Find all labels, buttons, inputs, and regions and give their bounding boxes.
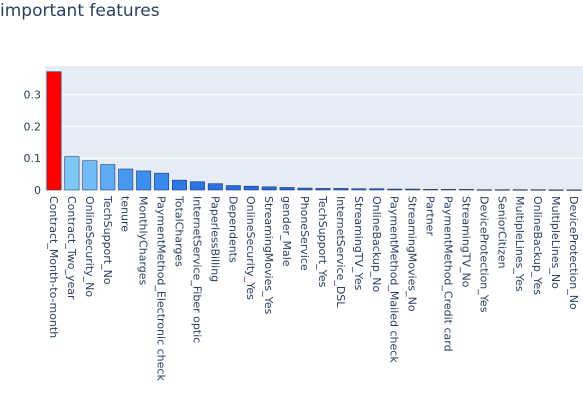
x-tick-label: TechSupport_Yes <box>316 195 329 288</box>
bar <box>46 71 62 191</box>
x-tick-label: tenure <box>119 196 132 232</box>
x-tick-label: DeviceProtection_No <box>567 196 580 310</box>
x-tick-label: MultipleLines_Yes <box>513 196 526 292</box>
x-tick-label: InternetService_Fiber optic <box>190 196 203 343</box>
bar <box>530 189 546 191</box>
bar <box>423 189 439 191</box>
bar <box>512 189 528 191</box>
bar <box>118 168 134 191</box>
y-tick-label: 0.2 <box>24 120 42 133</box>
bar <box>243 185 259 191</box>
x-tick-label: TotalCharges <box>173 195 186 267</box>
x-tick-label: StreamingMovies_No <box>406 196 419 312</box>
x-tick-label: PaymentMethod_Credit card <box>442 196 455 352</box>
x-tick-label: StreamingTV_No <box>459 196 472 288</box>
y-tick-label: 0.1 <box>24 152 42 165</box>
x-tick-label: OnlineSecurity_Yes <box>244 196 257 300</box>
bars <box>46 71 582 191</box>
chart-title: important features <box>0 1 160 21</box>
bar <box>172 179 187 191</box>
x-axis: Contract_Month-to-month Contract_Two_year… <box>47 195 580 381</box>
y-tick-label: 0.3 <box>24 89 42 102</box>
x-tick-label: OnlineBackup_Yes <box>531 196 544 295</box>
x-tick-label: MonthlyCharges <box>137 196 150 286</box>
bar <box>333 188 349 191</box>
bar <box>441 189 456 191</box>
x-tick-label: PaperlessBilling <box>208 196 221 282</box>
x-tick-label: StreamingTV_Yes <box>352 196 365 291</box>
bar <box>548 189 564 191</box>
x-tick-label: PhoneService <box>298 196 311 271</box>
x-tick-label: Partner <box>424 196 437 236</box>
bar <box>566 189 582 191</box>
x-tick-label: OnlineBackup_No <box>370 196 383 293</box>
gridlines <box>45 94 583 159</box>
bar <box>100 164 116 191</box>
x-tick-label: PaymentMethod_Electronic check <box>155 196 168 381</box>
bar <box>297 187 313 191</box>
x-tick-label: TechSupport_No <box>101 195 114 285</box>
x-tick-label: PaymentMethod_Mailed check <box>388 196 401 363</box>
bar <box>405 188 421 191</box>
bar <box>369 188 385 191</box>
bar <box>207 183 223 191</box>
x-tick-label: MultipleLines_No <box>549 196 562 289</box>
bar <box>154 172 170 191</box>
bar <box>225 185 241 191</box>
bar <box>476 189 492 191</box>
x-tick-label: InternetService_DSL <box>334 196 347 308</box>
y-tick-label: 0 <box>34 184 41 197</box>
plot-area <box>45 66 583 190</box>
bar <box>189 181 205 191</box>
bar <box>64 156 80 191</box>
x-tick-label: OnlineSecurity_No <box>83 196 96 297</box>
bar <box>136 170 152 191</box>
x-tick-label: DeviceProtection_Yes <box>477 196 490 313</box>
bar <box>387 188 403 191</box>
x-tick-label: Dependents <box>226 196 239 263</box>
bar <box>458 189 474 191</box>
y-axis: 0 0.1 0.2 0.3 <box>24 89 42 197</box>
x-tick-label: Contract_Two_year <box>65 196 78 300</box>
bar <box>494 189 510 191</box>
bar <box>82 160 98 191</box>
bar <box>351 188 367 191</box>
x-tick-label: Contract_Month-to-month <box>47 196 60 338</box>
bar <box>279 187 295 191</box>
bar <box>261 186 277 191</box>
x-tick-label: StreamingMovies_Yes <box>262 196 275 315</box>
bar <box>315 188 331 191</box>
x-tick-label: gender_Male <box>280 196 293 267</box>
x-tick-label: SeniorCitizen <box>495 196 508 269</box>
